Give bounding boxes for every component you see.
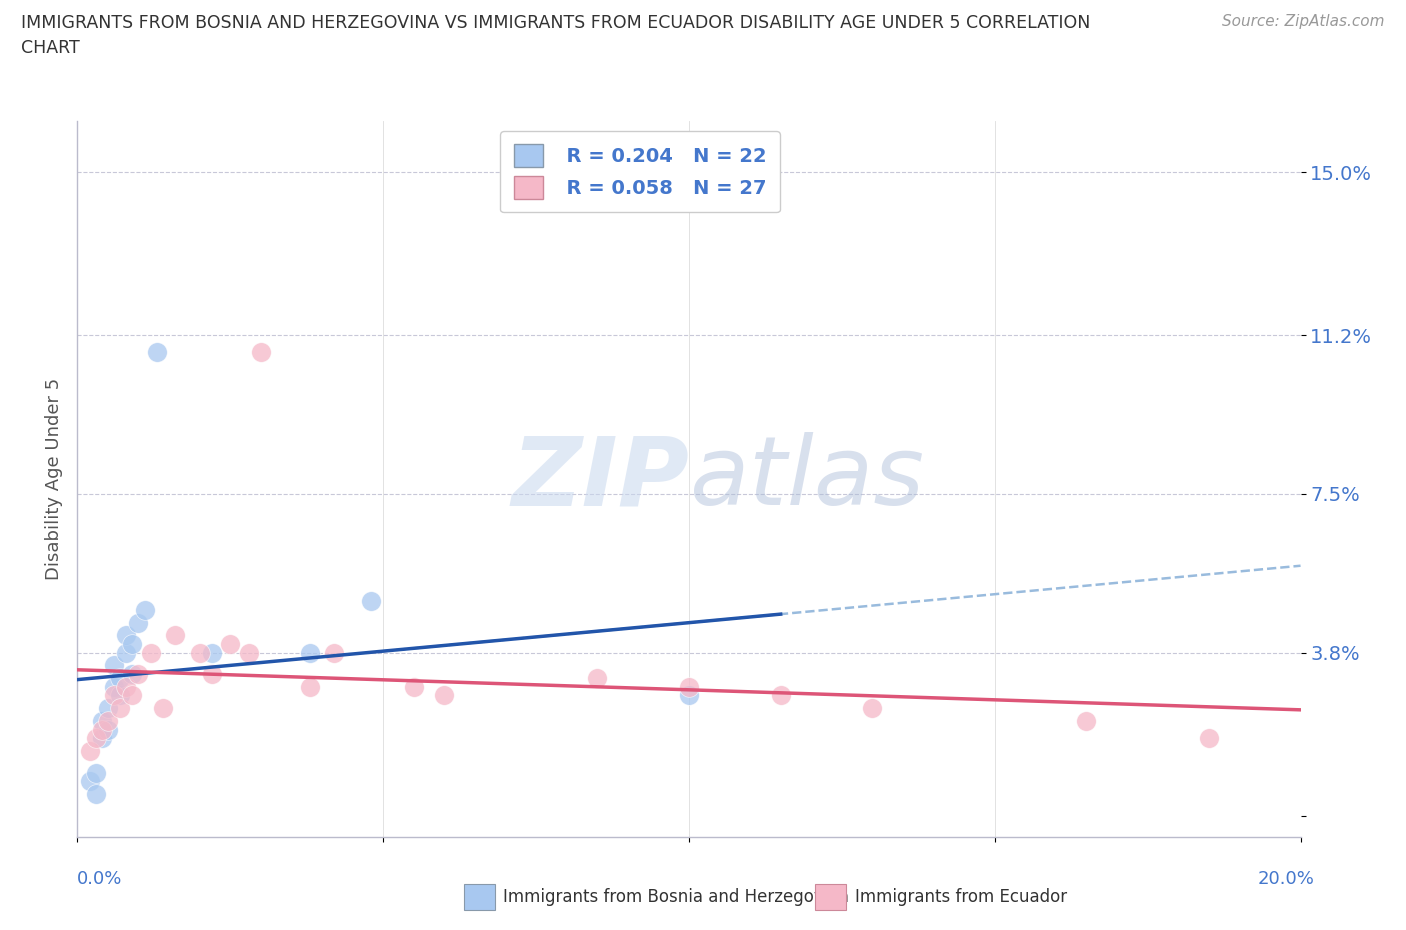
Point bbox=[298, 680, 321, 695]
Point bbox=[97, 714, 120, 729]
Point bbox=[360, 593, 382, 608]
Point bbox=[90, 731, 112, 746]
Point bbox=[103, 688, 125, 703]
Point bbox=[219, 637, 242, 652]
Point bbox=[79, 774, 101, 789]
Point bbox=[769, 688, 792, 703]
Point bbox=[127, 615, 149, 630]
Point bbox=[121, 667, 143, 682]
Point bbox=[238, 645, 260, 660]
Text: atlas: atlas bbox=[689, 432, 924, 525]
Text: Source: ZipAtlas.com: Source: ZipAtlas.com bbox=[1222, 14, 1385, 29]
Point bbox=[586, 671, 609, 685]
Point bbox=[323, 645, 346, 660]
Point bbox=[188, 645, 211, 660]
Point bbox=[1198, 731, 1220, 746]
Point bbox=[121, 688, 143, 703]
Point bbox=[139, 645, 162, 660]
Point bbox=[146, 345, 169, 360]
Point bbox=[134, 603, 156, 618]
Point bbox=[201, 645, 224, 660]
Point bbox=[97, 723, 120, 737]
Point bbox=[433, 688, 456, 703]
Y-axis label: Disability Age Under 5: Disability Age Under 5 bbox=[45, 378, 63, 580]
Text: 0.0%: 0.0% bbox=[77, 870, 122, 887]
Point bbox=[1076, 714, 1098, 729]
Point bbox=[165, 628, 187, 643]
Point bbox=[90, 723, 112, 737]
Point bbox=[108, 671, 131, 685]
Point bbox=[402, 680, 425, 695]
Point bbox=[678, 688, 700, 703]
Point bbox=[862, 701, 884, 716]
Point bbox=[90, 714, 112, 729]
Point bbox=[115, 645, 138, 660]
Point bbox=[103, 680, 125, 695]
Text: CHART: CHART bbox=[21, 39, 80, 57]
Point bbox=[127, 667, 149, 682]
Text: 20.0%: 20.0% bbox=[1258, 870, 1315, 887]
Point bbox=[152, 701, 174, 716]
Point bbox=[108, 688, 131, 703]
Point bbox=[84, 787, 107, 802]
Point bbox=[84, 731, 107, 746]
Point bbox=[250, 345, 273, 360]
Point bbox=[115, 680, 138, 695]
Text: Immigrants from Ecuador: Immigrants from Ecuador bbox=[855, 887, 1067, 906]
Point bbox=[115, 628, 138, 643]
Point bbox=[121, 637, 143, 652]
Point bbox=[84, 765, 107, 780]
Point bbox=[97, 701, 120, 716]
Text: Immigrants from Bosnia and Herzegovina: Immigrants from Bosnia and Herzegovina bbox=[503, 887, 849, 906]
Point bbox=[108, 701, 131, 716]
Point bbox=[298, 645, 321, 660]
Point bbox=[79, 744, 101, 759]
Point bbox=[103, 658, 125, 673]
Point bbox=[678, 680, 700, 695]
Text: IMMIGRANTS FROM BOSNIA AND HERZEGOVINA VS IMMIGRANTS FROM ECUADOR DISABILITY AGE: IMMIGRANTS FROM BOSNIA AND HERZEGOVINA V… bbox=[21, 14, 1091, 32]
Text: ZIP: ZIP bbox=[510, 432, 689, 525]
Point bbox=[201, 667, 224, 682]
Legend:   R = 0.204   N = 22,   R = 0.058   N = 27: R = 0.204 N = 22, R = 0.058 N = 27 bbox=[501, 130, 780, 212]
